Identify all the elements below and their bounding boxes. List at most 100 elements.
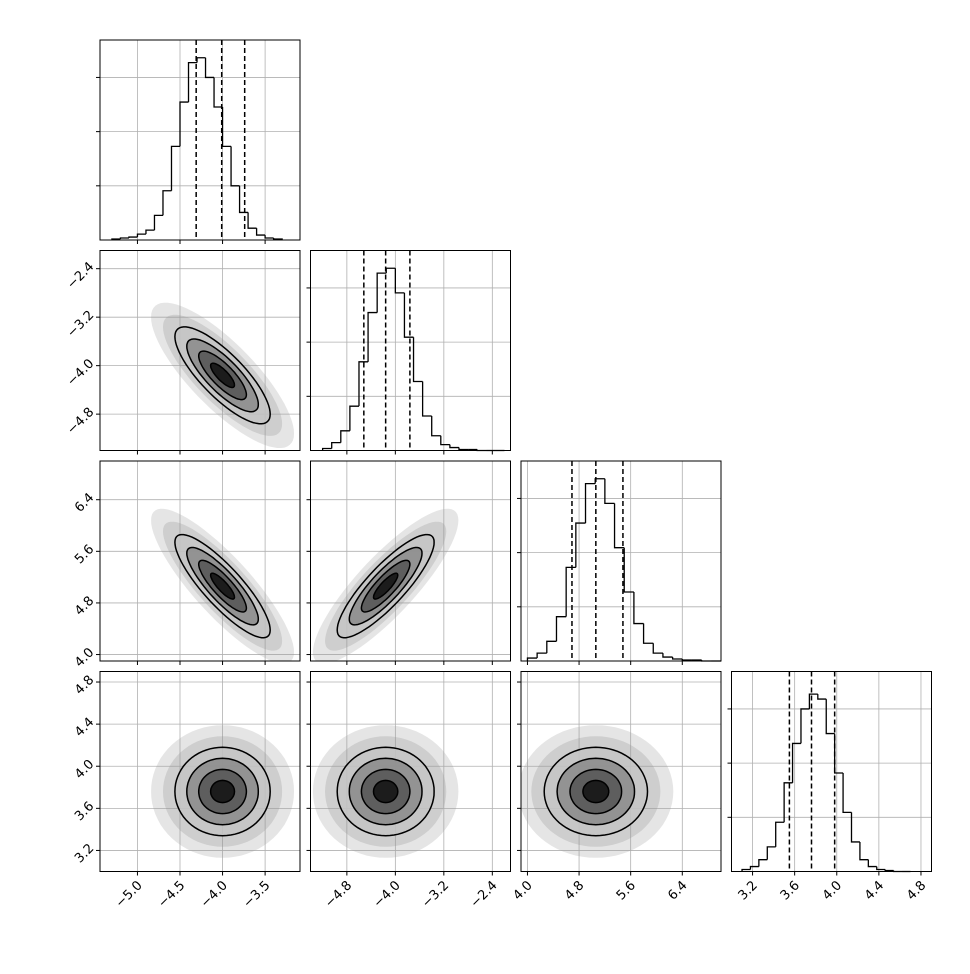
contour-fill — [373, 573, 398, 600]
contour-line — [360, 768, 411, 815]
histogram-bin — [187, 62, 198, 103]
histogram-bin — [681, 659, 692, 661]
histogram-bin — [783, 782, 793, 823]
histogram-bin — [136, 233, 146, 238]
histogram-bin — [376, 272, 387, 313]
histogram-bin — [213, 77, 223, 108]
x-tick-label: 3.6 — [778, 878, 803, 903]
contour-line — [209, 779, 236, 804]
contour-line — [372, 572, 399, 600]
histogram-bin — [800, 708, 810, 744]
contour-line — [336, 533, 435, 639]
histogram-bin — [145, 229, 155, 235]
contour-line — [186, 546, 260, 626]
y-tick-label: −3.2 — [64, 308, 97, 341]
histogram-bin — [247, 212, 257, 229]
histogram-bin — [412, 337, 423, 383]
histogram-bin — [766, 846, 776, 860]
panel-frame — [99, 460, 301, 662]
contour-group — [521, 725, 674, 858]
histogram-bin — [758, 859, 768, 867]
panel-frame — [99, 250, 301, 451]
contour-fill — [210, 573, 235, 600]
contour-line — [348, 757, 423, 826]
histogram-bin — [817, 694, 827, 700]
x-tick-label: −5.0 — [113, 878, 146, 911]
histogram-bin — [584, 483, 596, 524]
x-tick-label: −3.5 — [240, 878, 273, 911]
histogram-bin — [842, 772, 852, 814]
histogram-bin — [808, 693, 818, 709]
x-tick-label: −2.4 — [468, 878, 501, 911]
histogram-bin — [128, 236, 138, 239]
histogram-bin — [394, 268, 405, 294]
histogram-bin — [633, 592, 644, 625]
contour-line — [186, 757, 260, 826]
contour-line — [209, 572, 236, 600]
histogram-bin — [221, 106, 232, 148]
y-tick-label: 3.6 — [72, 799, 97, 824]
contour-line — [569, 768, 623, 815]
histogram-bin — [349, 405, 359, 431]
x-tick-label: 4.8 — [562, 878, 587, 903]
histogram-bin — [642, 623, 654, 644]
contour-group — [151, 725, 294, 858]
histogram-bin — [652, 643, 663, 654]
x-tick-label: −4.5 — [155, 878, 188, 911]
histogram-bin — [196, 57, 206, 63]
panel-frame — [99, 671, 301, 872]
histogram-bin — [119, 237, 129, 240]
histogram-bin — [255, 228, 266, 236]
histogram-bin — [153, 214, 163, 231]
panel-frame — [310, 671, 511, 872]
histogram-bin — [791, 742, 801, 783]
histogram-bin — [623, 547, 634, 593]
histogram-bin — [238, 185, 249, 214]
x-tick-label: −4.0 — [198, 878, 231, 911]
contour-fill — [210, 780, 235, 803]
histogram-bin — [565, 566, 576, 617]
histogram-bin — [230, 146, 240, 187]
histogram-bin — [594, 478, 605, 484]
histogram-bin — [449, 444, 459, 449]
contour-line — [186, 338, 260, 413]
y-tick-label: 6.4 — [72, 490, 97, 515]
histogram-bin — [431, 416, 441, 437]
y-tick-label: 4.4 — [72, 715, 97, 740]
histogram-bin — [575, 522, 586, 568]
contour-line — [336, 746, 435, 837]
histogram-bin — [358, 361, 369, 407]
x-tick-label: −3.2 — [419, 878, 452, 911]
contour-line — [360, 559, 411, 613]
histogram-bin — [876, 866, 886, 871]
contour-fill — [373, 780, 398, 803]
y-tick-label: 4.0 — [72, 757, 97, 782]
histogram-bin — [179, 101, 189, 147]
contour-line — [543, 746, 649, 837]
contour-fill — [582, 780, 609, 803]
x-tick-label: 4.0 — [820, 878, 845, 903]
contour-line — [174, 746, 271, 837]
histogram-bin — [834, 733, 844, 774]
histogram-bin — [421, 381, 432, 417]
histogram-bin — [264, 235, 274, 239]
histogram-bin — [162, 190, 172, 216]
histogram-bin — [555, 616, 567, 642]
histogram-bin — [403, 292, 414, 338]
panel-frame — [310, 460, 511, 662]
panel-frame — [520, 671, 722, 872]
contour-group — [312, 508, 459, 661]
panel-frame — [310, 250, 511, 451]
histogram-bin — [613, 503, 625, 549]
histogram-bin — [340, 430, 350, 443]
x-tick-label: 4.4 — [862, 878, 887, 903]
histogram-bin — [859, 841, 869, 861]
histogram-bin — [440, 435, 450, 446]
histogram-bin — [458, 447, 469, 451]
x-tick-label: 4.8 — [904, 878, 929, 903]
contour-group — [151, 302, 294, 448]
contour-line — [372, 779, 399, 804]
panel-frame — [520, 460, 722, 662]
x-tick-label: −4.8 — [322, 878, 355, 911]
